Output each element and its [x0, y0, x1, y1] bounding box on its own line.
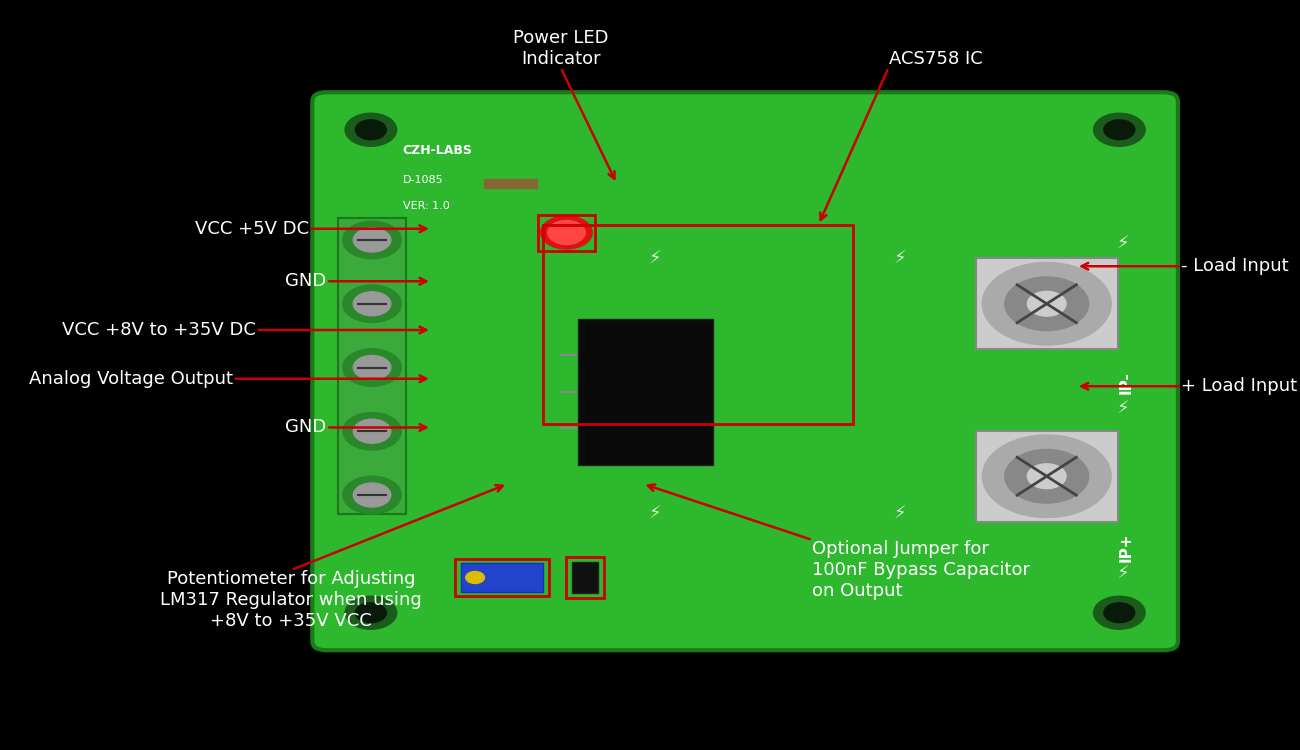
Bar	[578, 319, 712, 465]
Text: ⚡: ⚡	[647, 505, 660, 523]
Circle shape	[547, 220, 585, 245]
Text: ⚡: ⚡	[1117, 565, 1130, 583]
Circle shape	[1005, 449, 1088, 503]
Circle shape	[1093, 596, 1145, 629]
Circle shape	[1005, 277, 1088, 331]
Text: D-1085: D-1085	[403, 175, 443, 185]
Text: ACS758 IC: ACS758 IC	[889, 50, 983, 68]
Text: ⚡: ⚡	[647, 250, 660, 268]
Bar	[976, 258, 1118, 350]
Circle shape	[343, 221, 402, 259]
Bar	[976, 430, 1118, 522]
Text: ⚡: ⚡	[1117, 235, 1130, 253]
Text: IP+: IP+	[1119, 532, 1134, 562]
Text: ⚡: ⚡	[894, 250, 906, 268]
Circle shape	[355, 120, 386, 140]
Circle shape	[344, 596, 396, 629]
Text: Potentiometer for Adjusting
LM317 Regulator when using
+8V to +35V VCC: Potentiometer for Adjusting LM317 Regula…	[160, 570, 422, 629]
Circle shape	[1093, 113, 1145, 146]
Circle shape	[1027, 464, 1066, 489]
Bar	[538, 214, 594, 250]
Text: VER: 1.0: VER: 1.0	[403, 201, 450, 211]
Bar	[462, 563, 543, 592]
Text: - Load Input: - Load Input	[1182, 257, 1290, 275]
Bar	[455, 559, 549, 596]
Circle shape	[354, 356, 391, 380]
Circle shape	[354, 228, 391, 252]
Circle shape	[1104, 120, 1135, 140]
Circle shape	[343, 285, 402, 322]
Circle shape	[983, 435, 1112, 517]
Circle shape	[343, 349, 402, 386]
Circle shape	[541, 216, 593, 249]
Circle shape	[343, 413, 402, 450]
Text: Analog Voltage Output: Analog Voltage Output	[29, 370, 233, 388]
Bar	[543, 225, 854, 424]
Circle shape	[1104, 603, 1135, 622]
Bar	[338, 217, 406, 514]
Circle shape	[344, 113, 396, 146]
Circle shape	[354, 419, 391, 443]
Text: + Load Input: + Load Input	[1182, 377, 1297, 395]
Bar	[485, 179, 537, 188]
Text: Optional Jumper for
100nF Bypass Capacitor
on Output: Optional Jumper for 100nF Bypass Capacit…	[812, 540, 1031, 599]
Circle shape	[465, 572, 485, 584]
Text: GND: GND	[285, 272, 326, 290]
Bar	[567, 557, 604, 598]
Text: GND: GND	[285, 419, 326, 436]
Text: ⚡: ⚡	[894, 505, 906, 523]
Circle shape	[355, 603, 386, 622]
Circle shape	[354, 483, 391, 507]
Text: IP-: IP-	[1119, 371, 1134, 394]
Text: Power LED
Indicator: Power LED Indicator	[514, 28, 608, 68]
Text: VCC +5V DC: VCC +5V DC	[195, 220, 309, 238]
Text: VCC +8V to +35V DC: VCC +8V to +35V DC	[62, 321, 256, 339]
Text: ⚡: ⚡	[1117, 400, 1130, 418]
Circle shape	[1027, 292, 1066, 316]
Circle shape	[354, 292, 391, 316]
Circle shape	[983, 262, 1112, 345]
FancyBboxPatch shape	[312, 92, 1178, 650]
Circle shape	[343, 476, 402, 514]
Bar	[572, 562, 598, 593]
Text: CZH-LABS: CZH-LABS	[403, 143, 472, 157]
